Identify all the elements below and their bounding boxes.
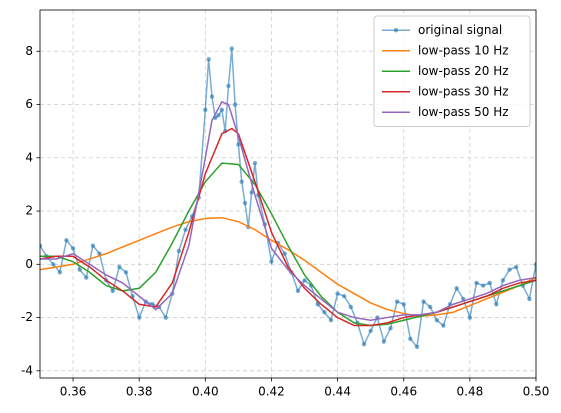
data-point (203, 107, 208, 113)
y-tick-label: 0 (25, 257, 33, 271)
data-point (421, 299, 426, 304)
legend-label: low-pass 30 Hz (418, 84, 509, 98)
x-tick-label: 0.36 (60, 385, 87, 399)
data-point (176, 248, 182, 254)
x-tick-label: 0.48 (457, 385, 484, 399)
data-point (84, 275, 89, 280)
data-point (110, 288, 115, 294)
data-point (507, 267, 512, 272)
plot-area (40, 46, 536, 350)
series-line (40, 127, 536, 327)
data-point (434, 318, 439, 323)
data-point (219, 107, 225, 113)
y-tick-label: -2 (21, 310, 33, 324)
data-point (487, 280, 492, 286)
data-point (64, 238, 69, 243)
data-point (163, 315, 168, 320)
data-point (40, 243, 43, 248)
series-line (40, 48, 536, 349)
data-point (206, 57, 211, 62)
data-point (408, 336, 413, 342)
y-tick-label: 6 (25, 97, 33, 111)
x-tick-label: 0.44 (324, 385, 351, 399)
data-point (216, 112, 221, 118)
data-point (209, 94, 215, 99)
data-point (467, 315, 473, 320)
legend-label: low-pass 10 Hz (418, 43, 509, 57)
data-point (232, 102, 238, 107)
data-point (328, 318, 334, 323)
data-point (527, 296, 532, 302)
data-point (474, 280, 479, 286)
data-point (368, 328, 373, 334)
data-point (229, 46, 234, 51)
data-point (513, 264, 519, 270)
y-tick-label: 2 (25, 204, 33, 218)
data-point (533, 262, 536, 267)
data-point (239, 179, 244, 184)
data-point (236, 142, 241, 147)
data-point (322, 310, 327, 315)
data-point (252, 160, 258, 166)
data-point (381, 339, 387, 344)
data-point (269, 259, 274, 264)
y-tick-label: 4 (25, 150, 33, 164)
data-point (70, 246, 76, 251)
data-point (361, 341, 367, 347)
data-point (454, 286, 459, 291)
axes-frame (39, 9, 537, 379)
data-point (90, 243, 96, 248)
y-tick-label: -4 (21, 363, 33, 377)
data-point (226, 83, 231, 89)
data-point (123, 270, 129, 275)
data-point (342, 294, 347, 299)
legend-label: original signal (418, 23, 502, 37)
data-point (282, 251, 287, 256)
data-point (335, 291, 340, 296)
legend-label: low-pass 50 Hz (418, 105, 509, 119)
data-point (494, 302, 499, 307)
data-point (414, 344, 420, 350)
data-point (388, 326, 393, 331)
data-point (302, 278, 307, 283)
data-point (249, 190, 254, 195)
ticks: 0.36 0.38 0.40 0.42 0.44 0.46 0.48 0.50 -4 -2 0 2 4 6… (21, 44, 549, 399)
x-tick-label: 0.50 (523, 385, 550, 399)
x-tick-label: 0.46 (390, 385, 417, 399)
y-tick-label: 8 (25, 44, 33, 58)
data-point (394, 299, 400, 304)
legend-label: low-pass 20 Hz (418, 64, 509, 78)
data-point (295, 288, 301, 294)
legend: original signal low-pass 10 Hz low-pass 20… (373, 15, 531, 127)
data-point (441, 323, 446, 328)
legend-marker (393, 28, 399, 33)
data-point (427, 304, 433, 310)
x-tick-label: 0.42 (258, 385, 285, 399)
series-line (40, 216, 536, 317)
series-line (40, 100, 536, 321)
data-point (77, 267, 82, 272)
legend-box (373, 15, 531, 127)
data-point (500, 278, 506, 283)
data-point (137, 315, 142, 320)
x-tick-label: 0.40 (192, 385, 219, 399)
data-point (117, 264, 122, 270)
data-point (401, 302, 406, 307)
data-point (51, 262, 56, 267)
data-point (242, 200, 248, 206)
x-tick-label: 0.38 (126, 385, 153, 399)
data-point (183, 227, 188, 232)
data-point (348, 304, 354, 310)
data-point (57, 270, 63, 275)
data-point (480, 283, 486, 288)
